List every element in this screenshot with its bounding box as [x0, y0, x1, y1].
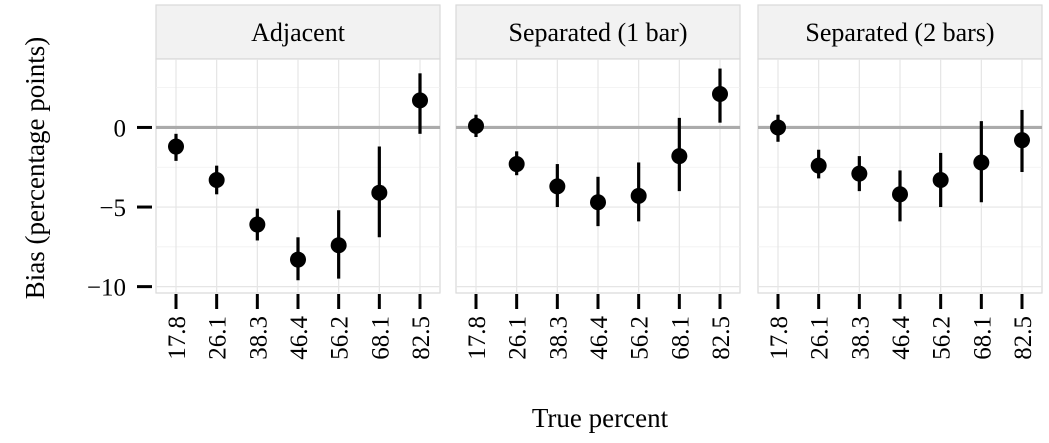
x-tick-label: 68.1 — [969, 316, 996, 360]
facet-strip — [455, 4, 741, 60]
data-point — [973, 154, 990, 171]
data-point — [932, 171, 949, 188]
facet-strip — [155, 4, 441, 60]
facet-strip-label: Separated (1 bar) — [508, 18, 687, 47]
facet-panel: Adjacent 17.8 26.1 38.3 46.4 56.2 68.1 82.5 — [155, 4, 441, 360]
facet-strip — [757, 4, 1043, 60]
data-point — [851, 165, 868, 182]
x-tick-label: 68.1 — [367, 316, 394, 360]
data-point — [249, 216, 266, 233]
data-point — [208, 171, 225, 188]
facet-panel: Separated (2 bars) 17.8 26.1 38.3 46.4 56.2 68… — [757, 4, 1043, 360]
data-point — [712, 86, 728, 103]
x-tick-label: 17.8 — [464, 316, 491, 360]
x-tick-label: 56.2 — [929, 316, 956, 360]
data-point — [590, 194, 606, 211]
data-point — [810, 157, 827, 174]
x-tick-label: 26.1 — [205, 316, 232, 360]
y-axis-title: Bias (percentage points) — [20, 37, 50, 299]
x-tick-label: 26.1 — [505, 316, 532, 360]
x-tick-label: 82.5 — [1010, 316, 1037, 360]
data-point — [168, 138, 184, 155]
data-point — [412, 92, 428, 109]
x-tick-label: 38.3 — [245, 316, 272, 360]
x-tick-label: 68.1 — [667, 316, 694, 360]
y-tick-label: −10 — [87, 275, 126, 302]
data-point — [371, 184, 388, 201]
data-point — [1014, 132, 1030, 149]
data-point — [770, 119, 786, 136]
y-tick-label: −5 — [99, 195, 126, 222]
facet-strip-label: Adjacent — [251, 18, 346, 47]
y-tick-label: 0 — [114, 115, 127, 142]
data-point — [330, 237, 347, 254]
x-tick-label: 46.4 — [286, 316, 313, 360]
facet-panel: Separated (1 bar) 17.8 26.1 38.3 46.4 56.2 68.… — [455, 4, 741, 360]
x-tick-label: 46.4 — [888, 316, 915, 360]
data-point — [671, 148, 688, 165]
data-point — [892, 186, 908, 203]
data-point — [508, 156, 525, 173]
x-axis-title: True percent — [532, 403, 669, 433]
x-tick-label: 56.2 — [627, 316, 654, 360]
facet-strip-label: Separated (2 bars) — [805, 18, 994, 47]
x-tick-label: 17.8 — [164, 316, 191, 360]
x-tick-label: 56.2 — [327, 316, 354, 360]
x-tick-label: 82.5 — [708, 316, 735, 360]
data-point — [468, 117, 484, 134]
x-tick-label: 38.3 — [545, 316, 572, 360]
data-point — [290, 251, 306, 268]
y-axis: 0 −5 −10 — [87, 115, 152, 302]
data-point — [549, 178, 566, 195]
x-tick-label: 82.5 — [408, 316, 435, 360]
x-tick-label: 38.3 — [847, 316, 874, 360]
x-tick-label: 46.4 — [586, 316, 613, 360]
x-tick-label: 26.1 — [807, 316, 834, 360]
data-point — [630, 187, 647, 204]
x-tick-label: 17.8 — [766, 316, 793, 360]
